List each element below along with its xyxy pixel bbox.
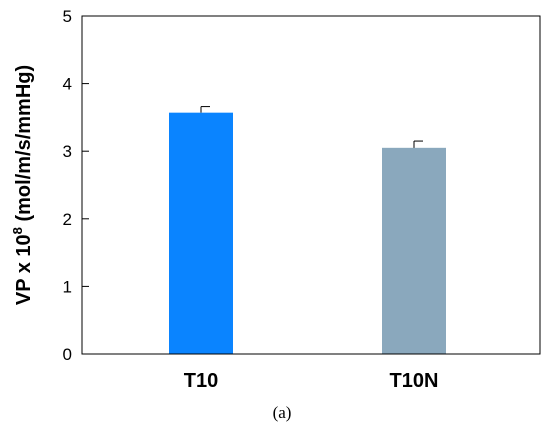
error-bars — [200, 106, 423, 148]
plot-frame — [81, 15, 541, 355]
bar-t10n — [382, 147, 446, 354]
figure-caption: (a) — [273, 403, 292, 422]
y-tick-label: 2 — [63, 210, 72, 229]
y-tick-label: 1 — [63, 277, 72, 296]
y-tick-label: 5 — [63, 7, 72, 26]
y-axis-label: VP x 108 (mol/m/s/mmHg) — [10, 65, 35, 305]
x-category-label: T10N — [390, 370, 439, 392]
x-category-label: T10 — [184, 370, 218, 392]
bar-t10 — [169, 112, 233, 354]
category-labels: T10 T10N — [184, 370, 439, 392]
bars — [169, 112, 446, 354]
y-axis-ticks: 0 1 2 3 4 5 — [63, 7, 89, 364]
y-tick-label: 4 — [63, 75, 72, 94]
y-tick-label: 3 — [63, 142, 72, 161]
y-tick-label: 0 — [63, 345, 72, 364]
